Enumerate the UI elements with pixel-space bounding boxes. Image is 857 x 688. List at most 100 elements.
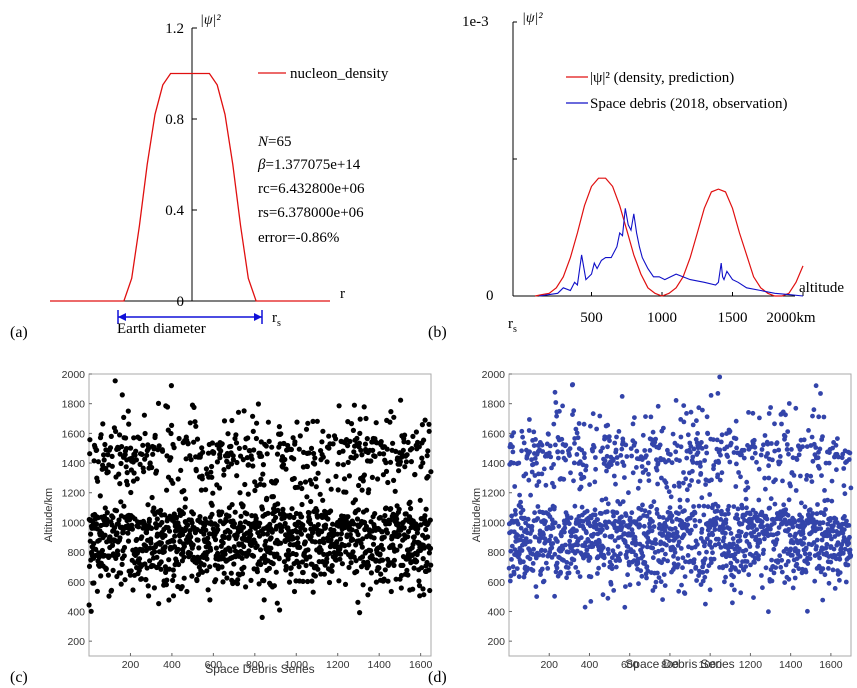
- scatter-point: [119, 561, 125, 568]
- scatter-point: [735, 516, 741, 522]
- x-tick-label: 1600: [409, 659, 433, 671]
- scatter-point: [119, 392, 125, 398]
- scatter-point: [600, 445, 605, 451]
- scatter-point: [696, 405, 702, 411]
- scatter-point: [335, 461, 341, 467]
- scatter-point: [635, 560, 641, 566]
- scatter-point: [520, 434, 525, 440]
- scatter-point: [142, 543, 149, 549]
- scatter-point: [189, 573, 195, 579]
- scatter-point: [278, 540, 284, 546]
- scatter-point: [533, 584, 539, 589]
- scatter-point: [376, 565, 382, 571]
- scatter-point: [719, 470, 725, 476]
- scatter-point: [196, 545, 202, 551]
- scatter-point: [562, 529, 567, 535]
- scatter-point: [515, 521, 521, 527]
- scatter-point: [782, 434, 788, 439]
- scatter-point: [610, 458, 616, 463]
- scatter-point: [152, 432, 158, 438]
- scatter-point: [241, 564, 247, 571]
- scatter-point: [646, 471, 651, 477]
- y-tick-label: 1400: [482, 458, 506, 470]
- scatter-point: [109, 542, 116, 549]
- scatter-point: [581, 451, 587, 456]
- scatter-point: [726, 549, 731, 555]
- scatter-point: [154, 554, 160, 560]
- scatter-point: [754, 527, 760, 532]
- scatter-point: [385, 479, 391, 486]
- scatter-point: [412, 471, 418, 478]
- scatter-point: [91, 541, 97, 547]
- scatter-point: [372, 510, 378, 517]
- scatter-point: [378, 542, 384, 549]
- scatter-point: [291, 475, 297, 482]
- scatter-point: [722, 579, 727, 585]
- panel-a-density-curve: [50, 72, 330, 302]
- scatter-point: [190, 511, 196, 517]
- scatter-point: [513, 511, 518, 517]
- scatter-point: [650, 429, 656, 435]
- scatter-point: [559, 436, 565, 442]
- scatter-point: [574, 548, 580, 554]
- scatter-point: [739, 521, 745, 527]
- scatter-point: [636, 581, 641, 587]
- scatter-point: [699, 495, 705, 501]
- scatter-point: [334, 531, 340, 537]
- y-tick-label: 1200: [62, 488, 86, 500]
- scatter-point: [419, 565, 425, 571]
- scatter-point: [841, 466, 847, 471]
- scatter-point: [108, 433, 114, 439]
- scatter-point: [377, 551, 383, 557]
- scatter-point: [139, 534, 145, 540]
- scatter-point: [236, 445, 242, 451]
- scatter-point: [678, 444, 684, 450]
- scatter-point: [131, 470, 137, 476]
- x-tick-label: 800: [246, 659, 264, 671]
- scatter-point: [422, 417, 428, 423]
- scatter-point: [162, 533, 168, 539]
- scatter-point: [201, 562, 207, 568]
- scatter-point: [756, 532, 762, 537]
- scatter-point: [804, 473, 810, 478]
- scatter-point: [847, 450, 853, 456]
- scatter-point: [685, 497, 690, 503]
- scatter-point: [200, 449, 206, 455]
- scatter-point: [637, 478, 643, 484]
- scatter-point: [529, 524, 535, 529]
- scatter-point: [342, 581, 349, 588]
- scatter-point: [506, 565, 512, 571]
- scatter-point: [113, 508, 120, 514]
- scatter-point: [787, 532, 793, 538]
- scatter-point: [606, 519, 612, 525]
- scatter-point: [588, 574, 594, 580]
- panel-c-x-label: Space Debris Series: [205, 662, 314, 676]
- scatter-point: [285, 556, 291, 562]
- scatter-point: [248, 542, 254, 549]
- scatter-point: [670, 431, 676, 437]
- scatter-point: [726, 511, 731, 517]
- scatter-point: [121, 544, 128, 551]
- scatter-point: [135, 524, 141, 530]
- scatter-point: [768, 526, 773, 532]
- scatter-point: [621, 519, 626, 525]
- scatter-point: [715, 472, 721, 478]
- scatter-point: [130, 587, 136, 593]
- scatter-point: [773, 565, 779, 570]
- scatter-point: [380, 546, 386, 552]
- panel-a-y-ticks: 00.40.81.2: [165, 21, 197, 310]
- scatter-point: [116, 517, 122, 523]
- scatter-point: [101, 457, 107, 463]
- scatter-point: [583, 467, 589, 473]
- scatter-point: [282, 456, 288, 463]
- scatter-point: [680, 480, 686, 486]
- scatter-point: [704, 414, 710, 420]
- scatter-point: [712, 542, 718, 548]
- scatter-point: [158, 559, 164, 565]
- scatter-point: [91, 458, 97, 464]
- scatter-point: [303, 562, 309, 569]
- scatter-point: [779, 421, 784, 427]
- scatter-point: [763, 565, 769, 571]
- y-tick-label: 1400: [62, 458, 86, 470]
- scatter-point: [325, 478, 331, 484]
